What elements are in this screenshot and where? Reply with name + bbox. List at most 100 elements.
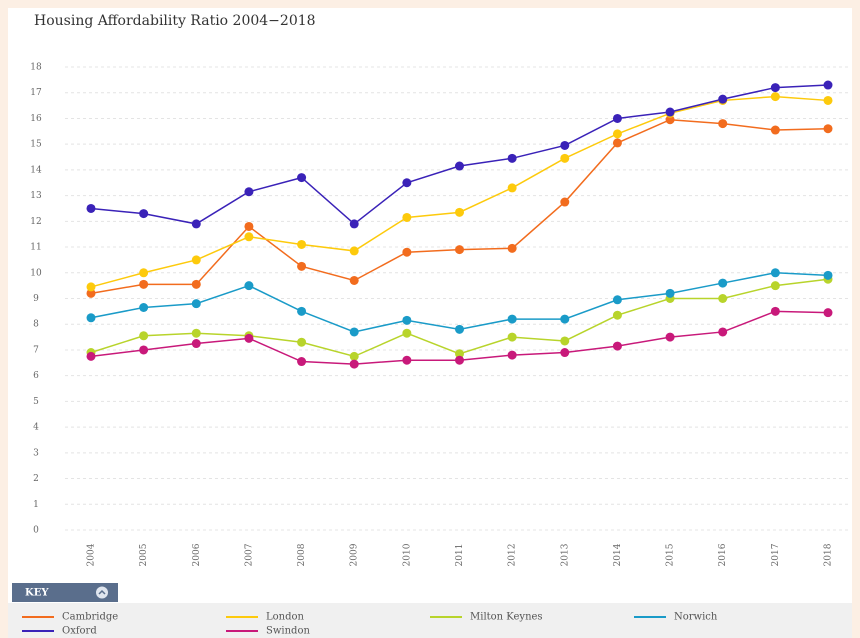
- x-tick-label: 2009: [350, 543, 360, 566]
- data-point: [402, 178, 412, 188]
- legend-label: Milton Keynes: [470, 612, 543, 623]
- x-tick-label: 2016: [718, 543, 728, 566]
- data-point: [455, 161, 464, 171]
- y-tick-label: 0: [33, 526, 39, 536]
- x-tick-label: 2018: [824, 543, 834, 566]
- data-point: [718, 94, 728, 104]
- y-tick-label: 1: [33, 500, 39, 510]
- data-point: [612, 310, 622, 320]
- data-point: [191, 255, 201, 265]
- y-tick-label: 9: [33, 294, 39, 304]
- data-point: [402, 247, 412, 257]
- data-point: [86, 313, 96, 323]
- data-point: [612, 295, 622, 305]
- data-point: [455, 245, 464, 255]
- data-point: [823, 80, 833, 90]
- data-point: [560, 336, 570, 346]
- data-point: [244, 187, 254, 197]
- x-tick-label: 2014: [613, 543, 623, 566]
- x-tick-label: 2006: [192, 543, 202, 566]
- data-point: [823, 308, 833, 318]
- y-tick-label: 12: [30, 217, 41, 227]
- data-point: [349, 359, 359, 369]
- data-point: [297, 261, 307, 271]
- key-icon: [96, 586, 108, 599]
- data-point: [402, 355, 412, 365]
- y-tick-label: 18: [30, 63, 42, 73]
- x-tick-label: 2008: [297, 543, 307, 566]
- data-point: [770, 268, 780, 278]
- data-point: [665, 288, 675, 298]
- data-point: [349, 351, 359, 361]
- y-tick-label: 3: [33, 448, 39, 458]
- data-point: [823, 124, 833, 134]
- data-point: [244, 333, 254, 343]
- data-point: [612, 113, 622, 123]
- data-point: [770, 92, 780, 102]
- y-tick-label: 7: [33, 345, 39, 355]
- data-point: [507, 332, 517, 342]
- chart-title: Housing Affordability Ratio 2004−2018: [34, 13, 316, 29]
- legend-label: Cambridge: [62, 612, 118, 623]
- data-point: [718, 119, 728, 129]
- data-point: [191, 279, 201, 289]
- data-point: [770, 281, 780, 291]
- data-point: [455, 324, 464, 334]
- data-point: [665, 107, 675, 117]
- data-point: [139, 209, 149, 219]
- data-point: [560, 348, 570, 358]
- data-point: [770, 125, 780, 135]
- data-point: [455, 349, 464, 359]
- key-button[interactable]: [12, 583, 118, 602]
- data-point: [349, 219, 359, 229]
- data-point: [191, 339, 201, 349]
- data-point: [718, 278, 728, 288]
- data-point: [86, 351, 96, 361]
- y-tick-label: 11: [30, 243, 41, 253]
- x-tick-label: 2005: [139, 543, 149, 566]
- y-tick-label: 17: [30, 88, 42, 98]
- x-tick-label: 2017: [771, 543, 781, 566]
- data-point: [139, 345, 149, 355]
- y-tick-label: 16: [30, 114, 42, 124]
- legend-label: London: [266, 612, 305, 623]
- data-point: [718, 327, 728, 337]
- data-point: [86, 282, 96, 292]
- legend-label: Norwich: [674, 612, 718, 623]
- data-point: [612, 341, 622, 351]
- data-point: [86, 288, 96, 298]
- data-point: [560, 314, 570, 324]
- data-point: [823, 95, 833, 105]
- y-tick-label: 14: [30, 165, 42, 175]
- data-point: [297, 306, 307, 316]
- data-point: [191, 328, 201, 338]
- data-point: [244, 281, 254, 291]
- data-point: [507, 314, 517, 324]
- y-tick-label: 10: [30, 268, 42, 278]
- legend-area: [8, 603, 852, 638]
- data-point: [612, 129, 622, 139]
- data-point: [349, 246, 359, 256]
- data-point: [823, 270, 833, 280]
- x-tick-label: 2013: [560, 543, 570, 566]
- data-point: [507, 243, 517, 253]
- legend-label: Swindon: [266, 626, 310, 637]
- y-tick-label: 13: [30, 191, 42, 201]
- data-point: [455, 355, 464, 365]
- data-point: [349, 275, 359, 285]
- data-point: [139, 331, 149, 341]
- data-point: [297, 337, 307, 347]
- data-point: [191, 219, 201, 229]
- data-point: [718, 294, 728, 303]
- data-point: [349, 327, 359, 337]
- data-point: [86, 203, 96, 213]
- data-point: [244, 221, 254, 231]
- data-point: [665, 332, 675, 342]
- legend-label: Oxford: [62, 626, 97, 637]
- x-tick-label: 2015: [666, 543, 676, 566]
- key-chevron: [98, 589, 106, 595]
- data-point: [560, 197, 570, 207]
- data-point: [507, 153, 517, 163]
- data-point: [507, 183, 517, 193]
- x-tick-label: 2010: [402, 543, 412, 566]
